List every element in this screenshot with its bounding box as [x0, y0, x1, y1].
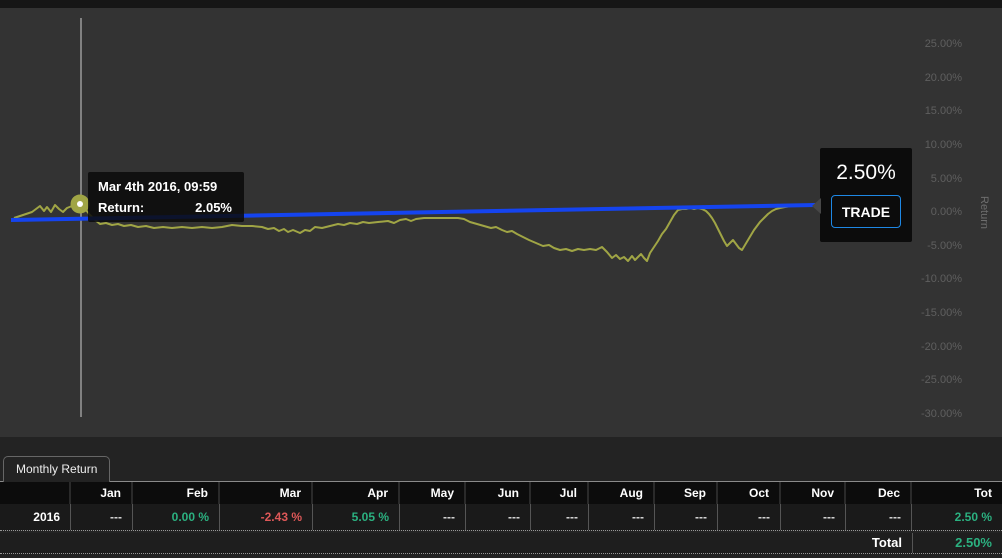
- y-axis-tick: -20.00%: [921, 340, 962, 353]
- total-spacer: [0, 533, 846, 553]
- y-axis-tick: -15.00%: [921, 307, 962, 320]
- y-axis-tick: 5.00%: [930, 172, 962, 185]
- badge-arrow-icon: [812, 198, 821, 214]
- y-axis-tick: 25.00%: [924, 38, 962, 50]
- total-row: Total 2.50%: [0, 533, 1002, 554]
- monthly-return-cell: ---: [781, 504, 846, 530]
- top-bar: [0, 0, 1002, 8]
- y-axis-tick: 20.00%: [924, 71, 962, 84]
- y-axis-title: Return: [978, 196, 990, 230]
- y-axis-tick: -25.00%: [921, 374, 962, 387]
- column-header-aug: Aug: [589, 482, 655, 504]
- current-return-value: 2.50%: [836, 161, 896, 184]
- monthly-return-cell: 5.05 %: [313, 504, 400, 530]
- y-axis-tick: 0.00%: [930, 206, 962, 219]
- return-line: [13, 203, 816, 262]
- monthly-return-cell: 2.50 %: [912, 504, 1002, 530]
- column-header-feb: Feb: [133, 482, 220, 504]
- row-year: 2016: [0, 504, 71, 530]
- column-header-jul: Jul: [531, 482, 589, 504]
- monthly-return-cell: ---: [400, 504, 466, 530]
- y-axis-tick: 10.00%: [924, 138, 962, 151]
- tab-bar: Monthly Return: [0, 437, 1002, 482]
- total-label: Total: [871, 535, 902, 550]
- column-header-sep: Sep: [655, 482, 718, 504]
- column-header-apr: Apr: [313, 482, 400, 504]
- chart-tooltip: Mar 4th 2016, 09:59 Return: 2.05%: [88, 172, 244, 222]
- total-value: 2.50%: [912, 533, 1002, 553]
- tooltip-return-label: Return:: [98, 200, 145, 215]
- monthly-return-cell: ---: [846, 504, 912, 530]
- column-header-mar: Mar: [220, 482, 313, 504]
- column-header-tot: Tot: [912, 482, 1002, 504]
- monthly-return-cell: -2.43 %: [220, 504, 313, 530]
- monthly-return-cell: ---: [718, 504, 781, 530]
- column-header-oct: Oct: [718, 482, 781, 504]
- y-axis-tick: -10.00%: [921, 273, 962, 286]
- tab-monthly-return[interactable]: Monthly Return: [3, 456, 111, 482]
- column-header-dec: Dec: [846, 482, 912, 504]
- monthly-return-cell: ---: [71, 504, 133, 530]
- column-header-jan: Jan: [71, 482, 133, 504]
- monthly-return-cell: 0.00 %: [133, 504, 220, 530]
- trade-badge: 2.50% TRADE: [812, 148, 912, 242]
- table-header-row: Jan Feb Mar Apr May Jun Jul Aug Sep Oct Nov Dec Tot: [0, 482, 1002, 504]
- monthly-return-cell: ---: [589, 504, 655, 530]
- column-header-may: May: [400, 482, 466, 504]
- tooltip-return-value: 2.05%: [195, 200, 232, 215]
- trade-button[interactable]: TRADE: [831, 195, 901, 228]
- monthly-return-cell: ---: [655, 504, 718, 530]
- y-axis-tick: 15.00%: [924, 105, 962, 118]
- monthly-return-table: Jan Feb Mar Apr May Jun Jul Aug Sep Oct Nov Dec Tot …: [0, 482, 1002, 531]
- monthly-return-cell: ---: [531, 504, 589, 530]
- y-axis-tick: -30.00%: [921, 408, 962, 421]
- monthly-return-cell: ---: [466, 504, 531, 530]
- y-axis-tick: -5.00%: [927, 239, 962, 252]
- column-header-year: [0, 482, 71, 504]
- tooltip-date: Mar 4th 2016, 09:59: [98, 179, 218, 194]
- returns-chart[interactable]: 25.00% 20.00% 15.00% 10.00% 5.00% 0.00% -5.00%…: [0, 0, 1002, 437]
- monthly-return-panel: Monthly Return Jan Feb Mar Apr May Jun Jul Aug S…: [0, 437, 1002, 558]
- table-row: 2016 --- 0.00 % -2.43 % 5.05 % --- --- --- --- --…: [0, 504, 1002, 531]
- column-header-nov: Nov: [781, 482, 846, 504]
- column-header-jun: Jun: [466, 482, 531, 504]
